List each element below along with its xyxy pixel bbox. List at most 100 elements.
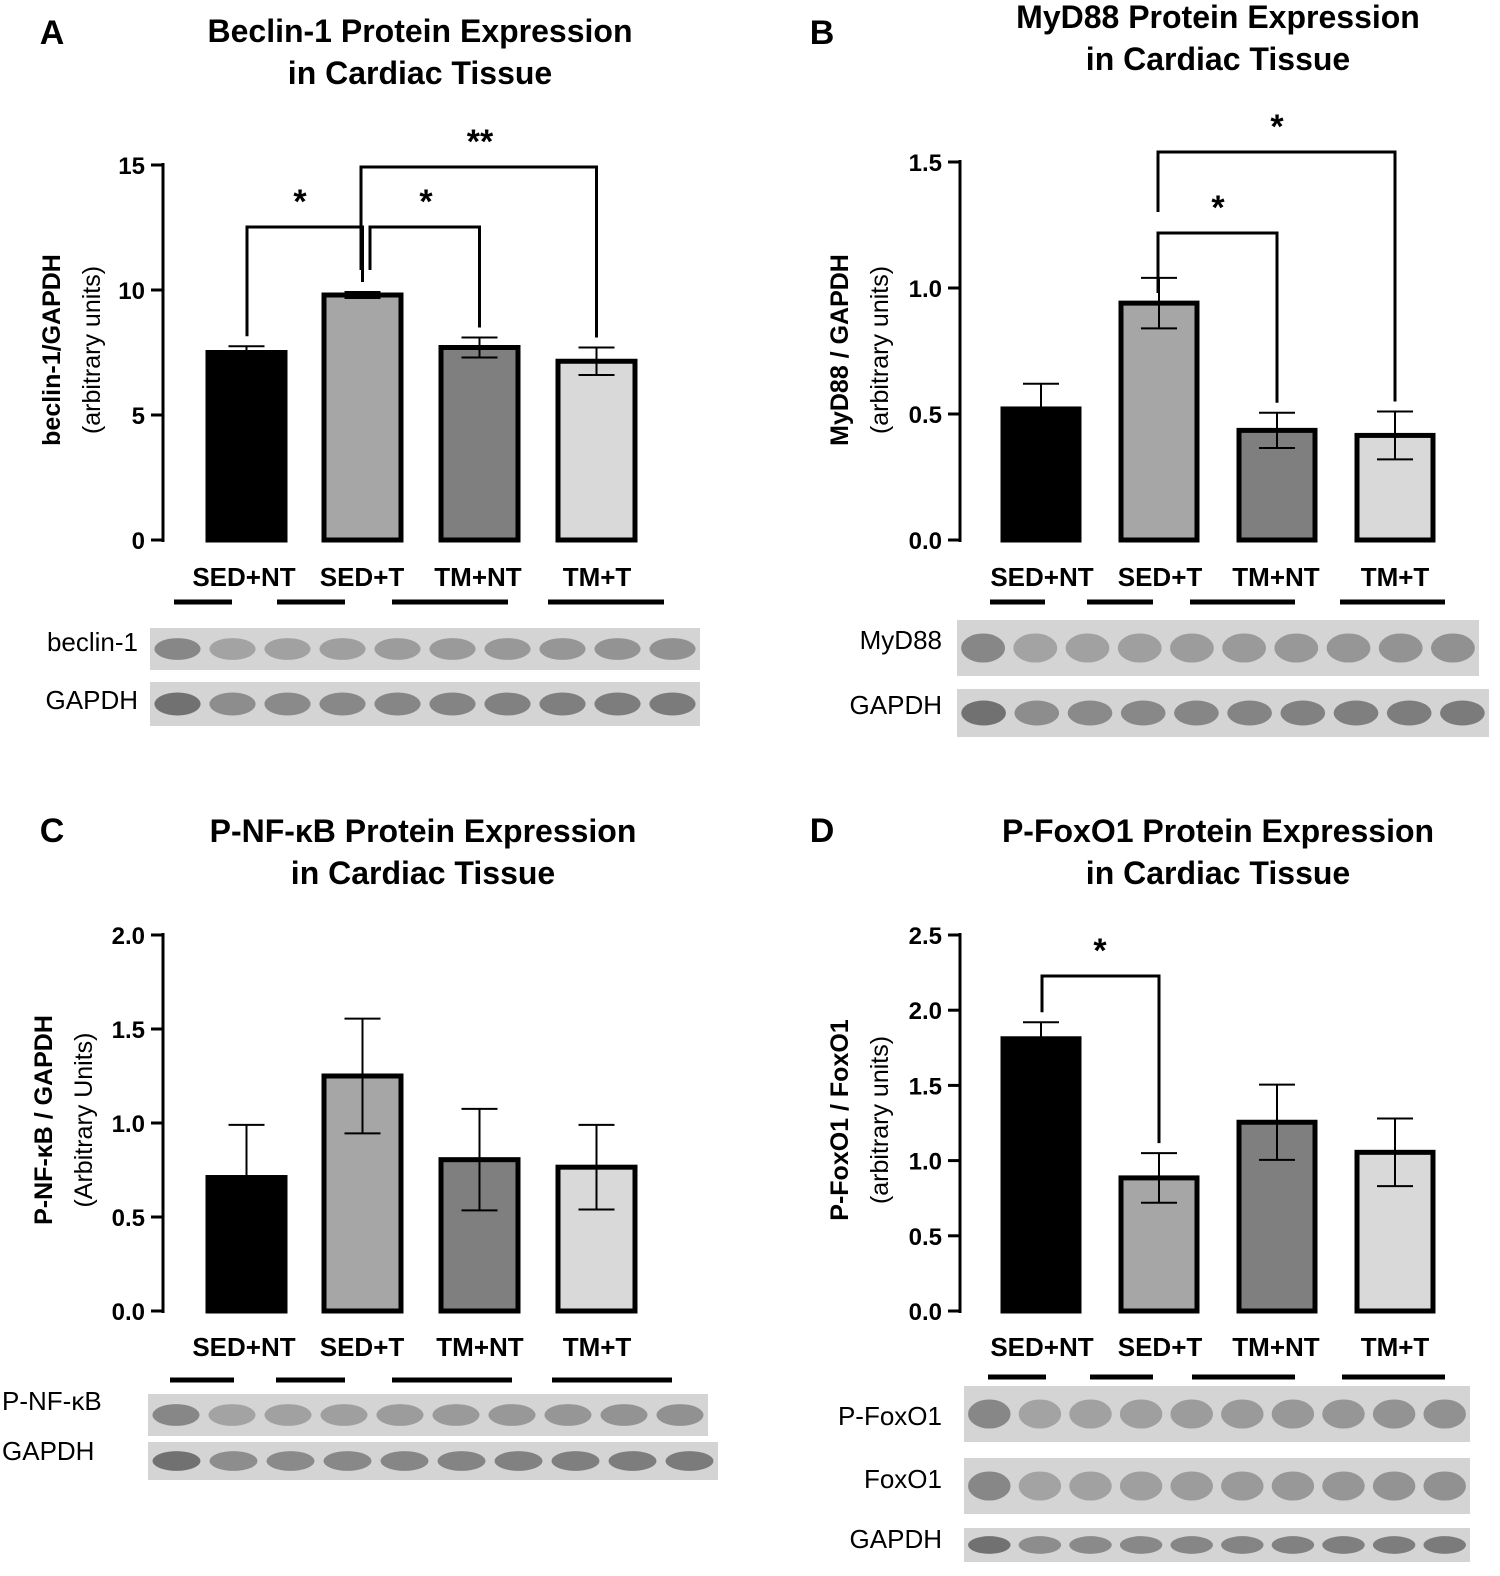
- significance-star: *: [1211, 189, 1225, 227]
- blot-band: [1274, 633, 1319, 663]
- blot-band: [1372, 1471, 1416, 1501]
- blot-band: [432, 1404, 480, 1426]
- blot-label: P-NF-κB: [2, 1386, 102, 1416]
- x-category-label: TM+T: [563, 562, 632, 592]
- x-category-label: SED+T: [1118, 1332, 1203, 1362]
- blot-band: [376, 1404, 424, 1426]
- blot-label: P-FoxO1: [838, 1401, 942, 1431]
- western-blot-row: [148, 1394, 708, 1436]
- x-category-label: TM+NT: [1232, 562, 1320, 592]
- x-category-label: TM+T: [563, 1332, 632, 1362]
- blot-band: [154, 638, 201, 660]
- panel-d: D P-FoxO1 Protein Expression in Cardiac Ti…: [810, 812, 1470, 1562]
- western-blot-row: [150, 628, 700, 670]
- western-blot-row: [964, 1458, 1470, 1514]
- blot-band: [1018, 1536, 1062, 1554]
- x-category-label: SED+T: [320, 562, 405, 592]
- blot-band: [1119, 1471, 1163, 1501]
- panel-b: B MyD88 Protein Expression in Cardiac Tiss…: [810, 0, 1489, 737]
- blot-band: [154, 692, 201, 716]
- blot-band: [1221, 1399, 1264, 1429]
- blot-band: [488, 1404, 536, 1426]
- blot-band: [494, 1451, 543, 1471]
- blot-band: [209, 638, 256, 660]
- chart-title-line2: in Cardiac Tissue: [291, 855, 555, 891]
- blot-band: [1222, 633, 1267, 663]
- blot-band: [1430, 633, 1475, 663]
- blot-band: [1378, 633, 1423, 663]
- significance-star: *: [293, 183, 307, 221]
- blot-band: [1065, 633, 1110, 663]
- y-tick-label: 1.0: [909, 276, 942, 303]
- blot-band: [264, 638, 311, 660]
- blot-label: beclin-1: [47, 627, 138, 657]
- western-blot-row: [957, 620, 1479, 676]
- western-blot-row: [957, 689, 1489, 737]
- y-tick-label: 1.5: [112, 1017, 145, 1044]
- chart-title-line2: in Cardiac Tissue: [288, 55, 552, 91]
- blot-band: [1333, 700, 1379, 726]
- blot-band: [1119, 1536, 1163, 1554]
- y-tick-label: 0: [132, 528, 145, 555]
- blot-band: [1119, 1399, 1163, 1429]
- blot-band: [1372, 1399, 1416, 1429]
- y-tick-label: 2.0: [909, 998, 942, 1025]
- blot-band: [484, 692, 531, 716]
- x-category-label: TM+NT: [1232, 1332, 1320, 1362]
- blot-band: [544, 1404, 592, 1426]
- western-blot-row: [150, 682, 700, 726]
- blot-band: [1322, 1399, 1365, 1429]
- blot-band: [539, 638, 586, 660]
- panel-letter: C: [40, 812, 65, 850]
- bar-sed-nt: [1000, 1036, 1082, 1314]
- blot-band: [1322, 1536, 1365, 1554]
- blot-band: [1014, 700, 1060, 726]
- blot-band: [1170, 1399, 1213, 1429]
- y-axis-label: P-FoxO1 / FoxO1: [826, 1019, 854, 1221]
- blot-label: MyD88: [860, 625, 942, 655]
- blot-band: [1326, 633, 1371, 663]
- blot-band: [1423, 1471, 1466, 1501]
- blot-label: GAPDH: [46, 685, 138, 715]
- blot-band: [1322, 1471, 1365, 1501]
- panel-letter: D: [810, 812, 835, 850]
- chart-title-line2: in Cardiac Tissue: [1086, 41, 1350, 77]
- blot-band: [380, 1451, 429, 1471]
- blot-band: [320, 1404, 368, 1426]
- blot-band: [961, 633, 1006, 663]
- blot-band: [1271, 1471, 1315, 1501]
- blot-band: [594, 638, 641, 660]
- blot-band: [1386, 700, 1432, 726]
- blot-band: [429, 638, 476, 660]
- blot-band: [649, 692, 696, 716]
- y-tick-label: 5: [132, 403, 145, 430]
- blot-label: FoxO1: [864, 1464, 942, 1494]
- significance-star: *: [1270, 108, 1284, 146]
- y-tick-label: 0.0: [112, 1299, 145, 1326]
- significance-bracket: [368, 225, 481, 328]
- y-tick-label: 1.5: [909, 1073, 942, 1100]
- blot-band: [429, 692, 476, 716]
- significance-star: *: [419, 183, 433, 221]
- blot-band: [1069, 1536, 1112, 1554]
- significance-bracket: [359, 165, 598, 338]
- blot-band: [1169, 633, 1214, 663]
- blot-band: [1117, 633, 1162, 663]
- blot-label: GAPDH: [2, 1436, 94, 1466]
- blot-band: [152, 1404, 200, 1426]
- x-category-label: TM+NT: [436, 1332, 524, 1362]
- chart-title-line2: in Cardiac Tissue: [1086, 855, 1350, 891]
- blot-label: GAPDH: [850, 690, 942, 720]
- y-axis-label: P-NF-κB / GAPDH: [30, 1015, 58, 1225]
- chart-title-line1: Beclin-1 Protein Expression: [207, 13, 632, 49]
- blot-band: [1170, 1471, 1213, 1501]
- blot-band: [539, 692, 586, 716]
- panel-a: A Beclin-1 Protein Expression in Cardiac T…: [38, 13, 700, 726]
- x-category-label: TM+NT: [434, 562, 522, 592]
- blot-band: [1221, 1536, 1264, 1554]
- bar-tm-nt: [438, 1157, 521, 1314]
- y-tick-label: 2.5: [909, 923, 942, 950]
- blot-band: [437, 1451, 486, 1471]
- blot-band: [484, 638, 531, 660]
- y-tick-label: 0.5: [909, 402, 942, 429]
